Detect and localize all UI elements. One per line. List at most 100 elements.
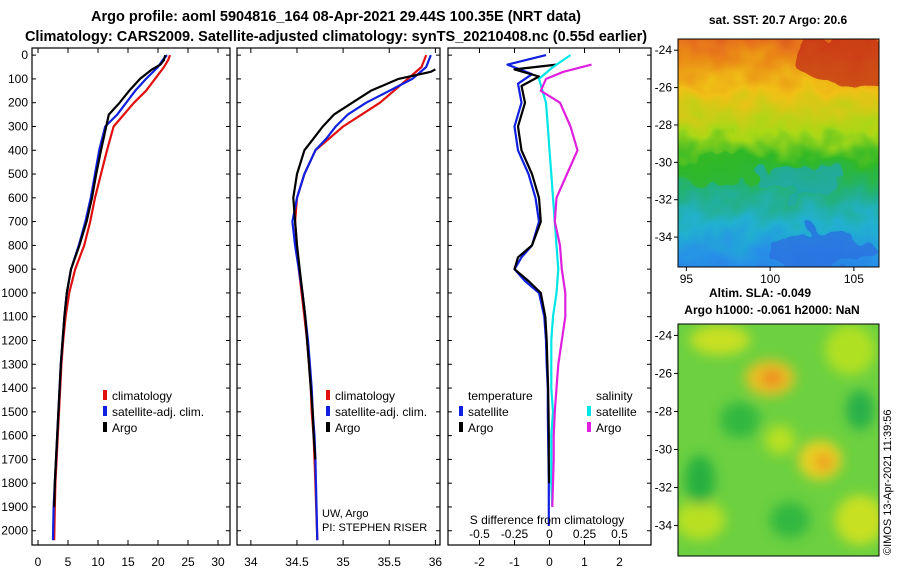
- difference-x-axis: -2 -1 0 1 2 -0.5 -0.25 0 0.25 0.5: [469, 48, 628, 569]
- series-line-salinity-argo: [539, 63, 592, 508]
- credit-pi: PI: STEPHEN RISER: [322, 522, 427, 534]
- map-y-tick-label: -32: [655, 481, 673, 495]
- x-tick-label: 25: [181, 555, 195, 569]
- x-tick-label: 0: [546, 555, 553, 569]
- legend-s-argo: Argo: [596, 421, 622, 435]
- series-line-salinity-satellite: [537, 54, 572, 508]
- map-y-tick-label: -24: [655, 43, 673, 57]
- sla-map-title2: Argo h1000: -0.061 h2000: NaN: [684, 303, 859, 317]
- salinity-series: [291, 54, 436, 541]
- map-x-tick-label: 100: [760, 272, 780, 286]
- x-tick-label: 35: [336, 555, 350, 569]
- legend-climatology: climatology: [335, 389, 395, 403]
- x-tick-label: 30: [211, 555, 225, 569]
- x-tick-label: 34: [244, 555, 258, 569]
- x-tick-label: 34.5: [285, 555, 309, 569]
- sst-map-frame: [677, 38, 880, 268]
- credit-institution: UW, Argo: [322, 508, 368, 520]
- legend-swatch-satellite: [103, 406, 107, 416]
- map-y-tick-label: -24: [655, 328, 673, 342]
- depth-tick-label: 1200: [1, 333, 28, 347]
- x-tick-label-salinity: -0.5: [469, 527, 490, 541]
- depth-tick-label: 200: [8, 96, 28, 110]
- title-line2: Climatology: CARS2009. Satellite-adjuste…: [25, 29, 647, 45]
- depth-tick-label: 100: [8, 72, 28, 86]
- legend-t-argo: Argo: [468, 421, 494, 435]
- depth-tick-label: 1500: [1, 405, 28, 419]
- legend-swatch-s-argo: [587, 422, 591, 432]
- depth-tick-label: 500: [8, 167, 28, 181]
- map-y-tick-label: -28: [655, 118, 673, 132]
- depth-tick-label: 1300: [1, 357, 28, 371]
- legend-s-satellite: satellite: [596, 405, 637, 419]
- map-y-tick-label: -32: [655, 193, 673, 207]
- sla-map-title1: Altim. SLA: -0.049: [709, 286, 811, 300]
- temperature-legend: climatology satellite-adj. clim. Argo: [103, 389, 204, 435]
- legend-t-satellite: satellite: [468, 405, 509, 419]
- legend-swatch-satellite: [326, 406, 330, 416]
- salinity-x-axis: 34 34.5 35 35.5 36: [244, 48, 442, 569]
- temperature-series: [51, 54, 172, 541]
- map-x-tick-label: 95: [680, 272, 694, 286]
- x-tick-label-salinity: 0: [546, 527, 553, 541]
- legend-argo: Argo: [335, 421, 361, 435]
- depth-tick-label: 700: [8, 215, 28, 229]
- legend-salinity-heading: salinity: [596, 389, 633, 403]
- x-tick-label: 2: [616, 555, 623, 569]
- sla-map: [678, 324, 879, 556]
- series-line-argo: [292, 68, 436, 460]
- map-y-tick-label: -28: [655, 404, 673, 418]
- map-y-tick-label: -30: [655, 155, 673, 169]
- series-line-climatology: [53, 54, 172, 541]
- series-line-temperature-argo: [513, 63, 557, 484]
- series-line-temperature-satellite: [506, 54, 550, 526]
- depth-tick-label: 1100: [2, 310, 28, 324]
- depth-tick-label: 1000: [1, 286, 28, 300]
- legend-satellite: satellite-adj. clim.: [112, 405, 204, 419]
- x-tick-label: 36: [429, 555, 443, 569]
- legend-swatch-argo: [103, 422, 107, 432]
- x-tick-label: 10: [91, 555, 105, 569]
- series-line-satellite-adj-clim-: [51, 54, 168, 541]
- x-tick-label-salinity: -0.25: [501, 527, 529, 541]
- salinity-legend: climatology satellite-adj. clim. Argo UW…: [322, 389, 427, 534]
- legend-swatch-climatology: [326, 390, 330, 400]
- x-tick-label: -2: [474, 555, 485, 569]
- x-tick-label: 5: [65, 555, 72, 569]
- legend-swatch-t-satellite: [459, 406, 463, 416]
- sst-map-axes: -24 -26 -28 -30 -32 -34 95 100 105: [655, 43, 865, 286]
- legend-temperature-heading: temperature: [468, 389, 533, 403]
- difference-xlabel: S difference from climatology: [470, 513, 625, 527]
- legend-swatch-t-argo: [459, 422, 463, 432]
- sla-map-axes: -24 -26 -28 -30 -32 -34: [655, 328, 678, 533]
- depth-axis: 0 100 200 300 400 500 600 700 800 900 1000 1100 1200…: [1, 48, 651, 538]
- map-y-tick-label: -34: [655, 230, 673, 244]
- x-tick-label: 35.5: [378, 555, 402, 569]
- difference-series: [506, 54, 592, 526]
- x-tick-label: -1: [509, 555, 520, 569]
- map-x-tick-label: 105: [844, 272, 864, 286]
- difference-legend: temperature salinity satellite Argo sate…: [459, 389, 637, 527]
- legend-swatch-s-satellite: [587, 406, 591, 416]
- depth-tick-label: 1900: [1, 500, 28, 514]
- sst-map: [678, 39, 879, 267]
- legend-argo: Argo: [112, 421, 138, 435]
- temperature-x-axis: 0 5 10 15 20 25 30: [35, 48, 225, 569]
- legend-swatch-argo: [326, 422, 330, 432]
- depth-tick-label: 1700: [1, 452, 28, 466]
- temperature-panel: [31, 47, 231, 546]
- depth-tick-label: 800: [8, 238, 28, 252]
- depth-tick-label: 2000: [1, 524, 28, 538]
- depth-tick-label: 400: [8, 143, 28, 157]
- legend-swatch-climatology: [103, 390, 107, 400]
- x-tick-label: 1: [581, 555, 588, 569]
- map-y-tick-label: -26: [655, 366, 673, 380]
- x-tick-label: 0: [35, 555, 42, 569]
- depth-tick-label: 1600: [1, 429, 28, 443]
- map-y-tick-label: -26: [655, 81, 673, 95]
- x-tick-label-salinity: 0.5: [611, 527, 628, 541]
- map-y-tick-label: -34: [655, 519, 673, 533]
- x-tick-label-salinity: 0.25: [573, 527, 597, 541]
- depth-tick-label: 300: [8, 119, 28, 133]
